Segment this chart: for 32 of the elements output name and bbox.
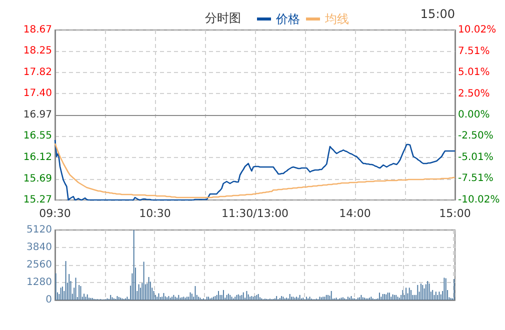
chart-title: 分时图	[205, 11, 241, 25]
y-tick-label: 3840	[26, 242, 52, 253]
y-tick-label: 1280	[26, 277, 52, 288]
y-tick-label: 15.27	[23, 194, 52, 206]
y-tick-label: 18.25	[23, 46, 52, 56]
y2-tick-label: -2.50%	[458, 130, 494, 142]
y2-tick-label: 7.51%	[458, 46, 490, 57]
text: 15:00	[420, 7, 456, 21]
y2-tick-label: 0.00%	[458, 110, 490, 120]
y-tick-label: 16.55	[23, 130, 52, 142]
legend-label: 均线	[324, 12, 349, 26]
y-tick-label: 18.67	[23, 24, 52, 36]
y-tick-label: 2560	[26, 260, 52, 270]
y-tick-label: 17.40	[23, 88, 52, 99]
y2-tick-label: -7.51%	[458, 173, 494, 184]
x-tick-label: 11:30/13:00	[221, 207, 289, 220]
y-tick-label: 5120	[26, 224, 52, 236]
x-tick-label: 09:30	[39, 207, 71, 220]
y-tick-label: 17.82	[23, 67, 52, 78]
x-tick-label: 15:00	[439, 207, 471, 220]
y2-tick-label: 10.02%	[458, 24, 496, 36]
y2-tick-label: 5.01%	[458, 67, 490, 78]
y-tick-label: 16.97	[23, 110, 52, 120]
y2-tick-label: -5.01%	[458, 152, 494, 163]
y-tick-label: 16.12	[23, 152, 52, 163]
legend-label: 价格	[275, 12, 300, 26]
y-tick-label: 15.69	[23, 174, 52, 184]
y2-tick-label: -10.02%	[458, 194, 500, 206]
y-tick-label: 0	[46, 294, 52, 306]
x-tick-label: 14:00	[339, 207, 371, 220]
x-tick-label: 10:30	[139, 207, 171, 220]
y2-tick-label: 2.50%	[458, 88, 490, 100]
